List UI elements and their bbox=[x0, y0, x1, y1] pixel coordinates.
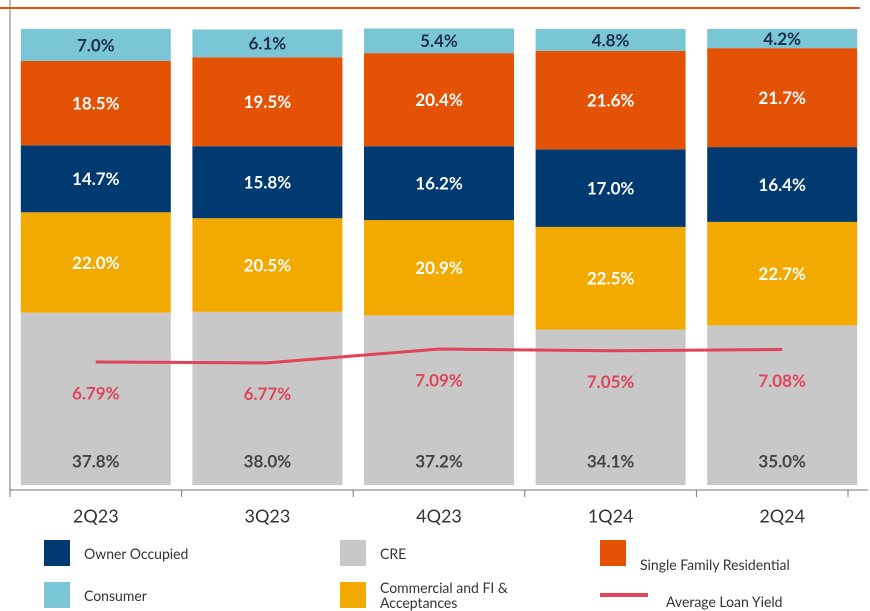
legend-swatch bbox=[44, 582, 70, 608]
legend-label: Single Family Residential bbox=[640, 555, 790, 573]
yield-line bbox=[95, 347, 783, 365]
legend-item: Owner Occupied bbox=[44, 538, 188, 568]
x-tick-label: 1Q24 bbox=[588, 505, 634, 527]
legend-label: Consumer bbox=[84, 586, 147, 604]
legend-swatch bbox=[340, 582, 366, 608]
yield-label: 7.09% bbox=[415, 369, 463, 390]
data-label: 19.5% bbox=[244, 91, 292, 112]
bar-segment bbox=[707, 48, 858, 148]
bar-segment bbox=[192, 218, 343, 312]
data-label: 37.8% bbox=[72, 450, 120, 471]
bar-segment bbox=[535, 50, 686, 150]
x-tick-label: 3Q23 bbox=[245, 505, 291, 527]
legend-item: Consumer bbox=[44, 580, 147, 610]
yield-label: 6.79% bbox=[72, 382, 120, 403]
data-label: 7.0% bbox=[77, 34, 115, 55]
data-label: 38.0% bbox=[244, 450, 292, 471]
x-tick-label: 2Q23 bbox=[73, 505, 119, 527]
bar-segment bbox=[20, 312, 171, 485]
data-label: 21.7% bbox=[758, 87, 806, 108]
legend-swatch bbox=[340, 540, 366, 566]
legend-label: CRE bbox=[380, 544, 407, 562]
legend-swatch bbox=[44, 540, 70, 566]
bar-segment bbox=[20, 145, 171, 213]
data-label: 20.9% bbox=[415, 257, 463, 278]
bar-segment bbox=[707, 221, 858, 326]
data-label: 22.7% bbox=[758, 263, 806, 284]
bar-segment bbox=[20, 29, 171, 61]
data-label: 16.4% bbox=[758, 174, 806, 195]
legend-label: Commercial and FI & Acceptances bbox=[380, 579, 508, 611]
legend-item: Average Loan Yield bbox=[600, 580, 782, 610]
bar-segment bbox=[364, 315, 514, 485]
data-label: 35.0% bbox=[758, 450, 806, 471]
bar-segment bbox=[707, 325, 858, 485]
data-label: 22.5% bbox=[587, 268, 635, 289]
data-label: 16.2% bbox=[415, 172, 463, 193]
bar-segment bbox=[707, 147, 858, 222]
bar-segment bbox=[535, 29, 686, 51]
yield-label: 7.05% bbox=[587, 371, 635, 392]
data-label: 20.5% bbox=[244, 254, 292, 275]
bar-segment bbox=[535, 226, 686, 330]
yield-label: 6.77% bbox=[244, 383, 292, 404]
x-tick-label: 4Q23 bbox=[416, 505, 462, 527]
data-label: 14.7% bbox=[72, 168, 120, 189]
data-label: 18.5% bbox=[72, 92, 120, 113]
bar-segment bbox=[20, 60, 171, 146]
data-label: 20.4% bbox=[415, 89, 463, 110]
bar-segment bbox=[20, 212, 171, 313]
legend-label: Average Loan Yield bbox=[666, 592, 783, 610]
legend-item: Commercial and FI & Acceptances bbox=[340, 580, 540, 610]
bar-segment bbox=[364, 28, 514, 54]
data-label: 34.1% bbox=[587, 450, 635, 471]
legend-label: Owner Occupied bbox=[84, 544, 189, 562]
bar-segment bbox=[192, 311, 343, 485]
bar-segment bbox=[364, 53, 514, 147]
bar-segment bbox=[535, 149, 686, 227]
bar-segment bbox=[192, 29, 343, 58]
yield-label: 7.08% bbox=[758, 370, 806, 391]
legend-swatch bbox=[600, 540, 626, 566]
bar-segment bbox=[707, 29, 858, 49]
data-label: 17.0% bbox=[587, 178, 635, 199]
bar-segment bbox=[192, 146, 343, 219]
bar-segment bbox=[364, 220, 514, 316]
data-label: 6.1% bbox=[249, 33, 287, 54]
bar-segment bbox=[192, 57, 343, 147]
bar-segment bbox=[535, 329, 686, 485]
legend-swatch bbox=[600, 593, 648, 597]
data-label: 4.8% bbox=[592, 29, 630, 50]
data-label: 37.2% bbox=[415, 450, 463, 471]
data-label: 22.0% bbox=[72, 252, 120, 273]
data-label: 4.2% bbox=[763, 28, 801, 49]
legend-item: Single Family Residential bbox=[600, 538, 790, 572]
data-label: 21.6% bbox=[587, 89, 635, 110]
data-label: 15.8% bbox=[244, 172, 292, 193]
bar-segment bbox=[364, 146, 514, 221]
legend-item: CRE bbox=[340, 538, 406, 568]
x-tick-label: 2Q24 bbox=[759, 505, 805, 527]
data-label: 5.4% bbox=[420, 30, 458, 51]
